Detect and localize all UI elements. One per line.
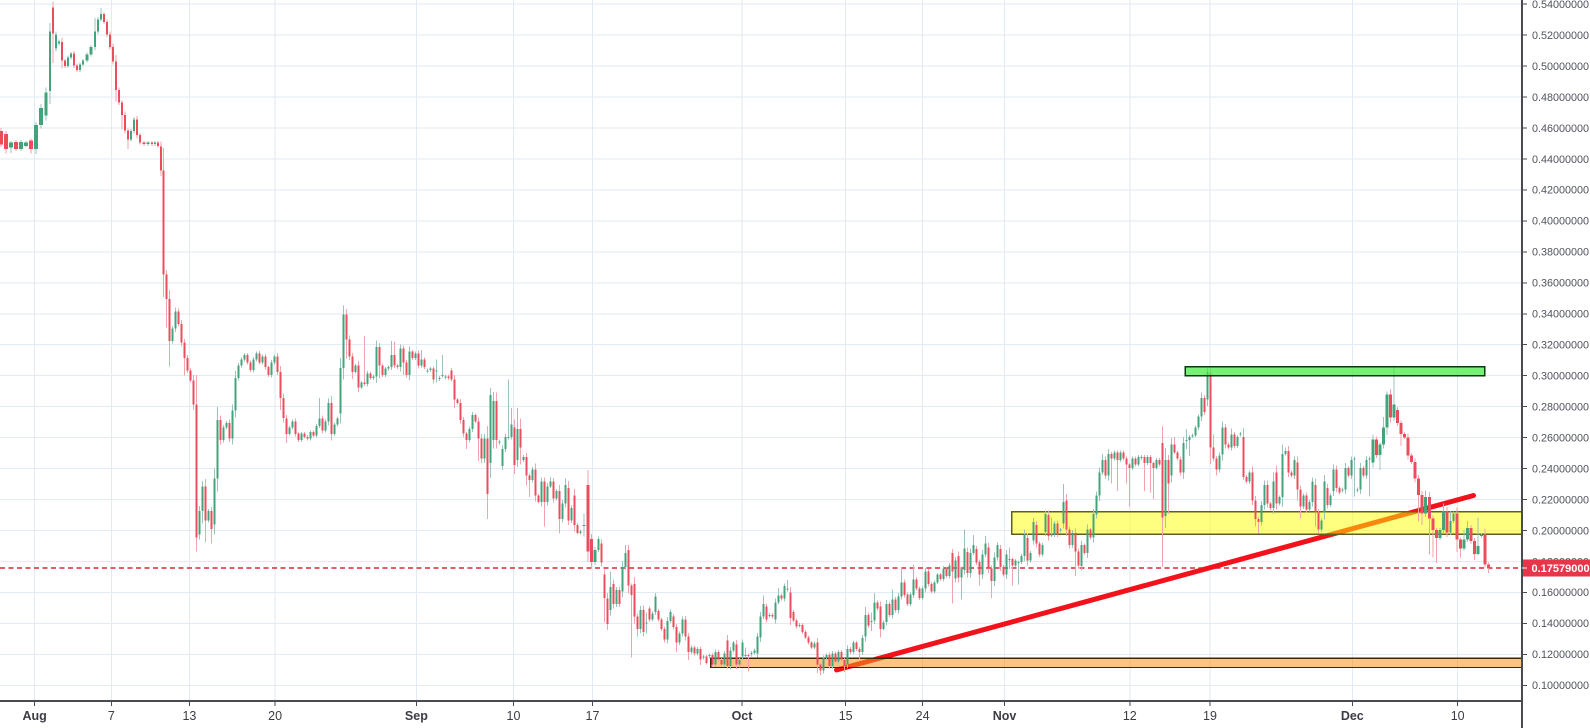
svg-text:12: 12 bbox=[1123, 709, 1137, 723]
svg-text:Sep: Sep bbox=[405, 709, 428, 723]
svg-text:0.50000000: 0.50000000 bbox=[1532, 61, 1589, 73]
svg-text:15: 15 bbox=[839, 709, 853, 723]
svg-text:0.12000000: 0.12000000 bbox=[1532, 649, 1589, 661]
svg-text:0.40000000: 0.40000000 bbox=[1532, 216, 1589, 228]
svg-text:0.34000000: 0.34000000 bbox=[1532, 309, 1589, 321]
svg-text:0.10000000: 0.10000000 bbox=[1532, 680, 1589, 692]
svg-text:0.20000000: 0.20000000 bbox=[1532, 525, 1589, 537]
svg-text:0.16000000: 0.16000000 bbox=[1532, 587, 1589, 599]
svg-text:0.26000000: 0.26000000 bbox=[1532, 432, 1589, 444]
svg-text:20: 20 bbox=[268, 709, 282, 723]
svg-text:0.28000000: 0.28000000 bbox=[1532, 402, 1589, 414]
svg-text:0.54000000: 0.54000000 bbox=[1532, 0, 1589, 11]
svg-text:0.14000000: 0.14000000 bbox=[1532, 618, 1589, 630]
svg-text:0.17579000: 0.17579000 bbox=[1532, 563, 1590, 575]
svg-text:0.44000000: 0.44000000 bbox=[1532, 154, 1589, 166]
svg-text:0.22000000: 0.22000000 bbox=[1532, 494, 1589, 506]
svg-text:10: 10 bbox=[507, 709, 521, 723]
svg-text:10: 10 bbox=[1451, 709, 1465, 723]
svg-text:0.32000000: 0.32000000 bbox=[1532, 340, 1589, 352]
svg-text:17: 17 bbox=[586, 709, 600, 723]
svg-text:24: 24 bbox=[916, 709, 930, 723]
svg-text:19: 19 bbox=[1203, 709, 1217, 723]
svg-text:Dec: Dec bbox=[1341, 709, 1364, 723]
svg-text:0.48000000: 0.48000000 bbox=[1532, 92, 1589, 104]
svg-text:Aug: Aug bbox=[22, 709, 46, 723]
svg-text:Nov: Nov bbox=[993, 709, 1017, 723]
svg-text:13: 13 bbox=[182, 709, 196, 723]
svg-text:0.36000000: 0.36000000 bbox=[1532, 278, 1589, 290]
svg-text:7: 7 bbox=[108, 709, 115, 723]
svg-text:0.38000000: 0.38000000 bbox=[1532, 247, 1589, 259]
svg-text:0.52000000: 0.52000000 bbox=[1532, 30, 1589, 42]
svg-text:0.42000000: 0.42000000 bbox=[1532, 185, 1589, 197]
svg-text:Oct: Oct bbox=[732, 709, 754, 723]
svg-text:0.46000000: 0.46000000 bbox=[1532, 123, 1589, 135]
svg-text:0.30000000: 0.30000000 bbox=[1532, 371, 1589, 383]
svg-text:0.24000000: 0.24000000 bbox=[1532, 463, 1589, 475]
